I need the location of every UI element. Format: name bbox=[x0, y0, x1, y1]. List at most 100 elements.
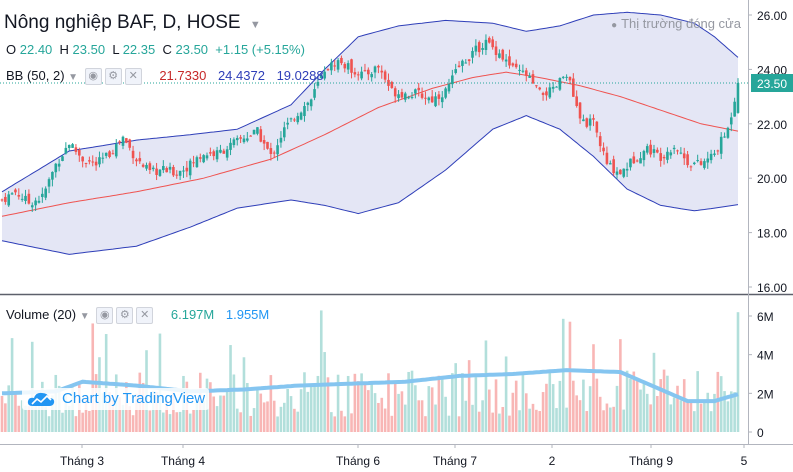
volume-tick-label: 2M bbox=[757, 387, 774, 401]
volume-bar bbox=[407, 371, 410, 432]
candle-body bbox=[383, 71, 387, 80]
candle-body bbox=[195, 157, 199, 168]
chevron-down-icon[interactable]: ▼ bbox=[249, 19, 261, 31]
candle-body bbox=[595, 121, 599, 133]
volume-bar bbox=[524, 393, 528, 432]
volume-bar bbox=[561, 318, 565, 432]
volume-bar bbox=[622, 409, 626, 432]
volume-bar bbox=[511, 392, 515, 432]
candle-body bbox=[511, 63, 515, 66]
candle-body bbox=[151, 167, 155, 170]
time-tick-label: 2 bbox=[549, 454, 556, 468]
candle-body bbox=[612, 159, 615, 174]
volume-bar bbox=[541, 392, 545, 432]
volume-bar bbox=[296, 411, 300, 432]
candle-body bbox=[541, 92, 545, 95]
candle-body bbox=[108, 151, 111, 158]
volume-bar bbox=[148, 410, 152, 432]
tradingview-watermark[interactable]: Chart by TradingView bbox=[22, 388, 210, 411]
volume-bar bbox=[64, 393, 68, 432]
candle-body bbox=[588, 118, 592, 126]
price-tick-label: 26.00 bbox=[757, 9, 787, 23]
volume-bar bbox=[713, 393, 716, 432]
volume-bar bbox=[242, 357, 246, 432]
candle-body bbox=[608, 163, 612, 165]
volume-bar bbox=[669, 404, 673, 432]
symbol-title[interactable]: Nông nghiệp BAF, D, HOSE ▼ bbox=[4, 12, 261, 34]
close-value: 23.50 bbox=[175, 42, 209, 57]
close-icon[interactable]: ✕ bbox=[124, 68, 142, 86]
chevron-down-icon[interactable]: ▼ bbox=[79, 311, 90, 322]
candle-body bbox=[27, 193, 31, 204]
eye-icon[interactable]: ◉ bbox=[84, 68, 102, 86]
volume-bar bbox=[343, 416, 347, 432]
volume-bar bbox=[642, 383, 646, 432]
volume-bar bbox=[491, 412, 494, 432]
volume-bar bbox=[538, 411, 542, 432]
candle-body bbox=[41, 193, 44, 198]
eye-icon[interactable]: ◉ bbox=[96, 307, 114, 325]
candle-body bbox=[104, 152, 108, 156]
volume-bar bbox=[108, 392, 111, 432]
candle-body bbox=[303, 106, 306, 117]
volume-bar bbox=[346, 375, 350, 432]
candle-body bbox=[410, 96, 414, 98]
volume-bar bbox=[209, 382, 212, 432]
volume-bar bbox=[380, 397, 384, 432]
volume-bar bbox=[319, 310, 323, 432]
volume-bar bbox=[656, 396, 659, 432]
candle-body bbox=[249, 135, 252, 137]
volume-bar bbox=[51, 395, 54, 432]
gear-icon[interactable]: ⚙ bbox=[116, 307, 134, 325]
candle-body bbox=[558, 78, 562, 90]
candle-body bbox=[444, 88, 447, 98]
volume-bar bbox=[575, 395, 578, 432]
candle-body bbox=[598, 136, 602, 147]
volume-bar bbox=[397, 393, 400, 432]
high-label: H bbox=[59, 42, 69, 57]
volume-bar bbox=[293, 408, 296, 432]
volume-bar bbox=[595, 378, 599, 432]
candle-body bbox=[521, 70, 525, 72]
volume-bar bbox=[578, 400, 582, 432]
volume-bar bbox=[451, 373, 454, 432]
low-value: 22.35 bbox=[122, 42, 156, 57]
candle-body bbox=[61, 156, 64, 161]
volume-bar bbox=[246, 383, 249, 432]
candle-body bbox=[706, 158, 710, 163]
volume-legend[interactable]: Volume (20) ▼ ◉ ⚙ ✕ 6.197M 1.955M bbox=[6, 307, 269, 325]
candle-body bbox=[135, 159, 138, 162]
volume-bar bbox=[414, 385, 417, 432]
candle-body bbox=[74, 147, 78, 152]
bb-legend[interactable]: BB (50, 2) ▼ ◉ ⚙ ✕ 21.7330 24.4372 19.0288 bbox=[6, 68, 324, 86]
volume-bar bbox=[279, 406, 283, 432]
gear-icon[interactable]: ⚙ bbox=[104, 68, 122, 86]
price-tick-label: 20.00 bbox=[757, 172, 787, 186]
candle-body bbox=[390, 82, 394, 88]
volume-bar bbox=[582, 379, 585, 432]
volume-bar bbox=[283, 402, 286, 432]
candle-body bbox=[582, 119, 585, 122]
candle-body bbox=[585, 118, 589, 127]
volume-bar bbox=[158, 333, 162, 432]
candle-body bbox=[625, 168, 629, 171]
cloud-chart-icon bbox=[27, 392, 55, 407]
candle-body bbox=[356, 74, 360, 76]
candle-body bbox=[299, 112, 303, 120]
chevron-down-icon[interactable]: ▼ bbox=[68, 72, 79, 83]
candle-body bbox=[424, 97, 427, 99]
candle-body bbox=[81, 156, 84, 162]
volume-bar bbox=[619, 339, 622, 432]
volume-bar bbox=[131, 415, 135, 432]
close-icon[interactable]: ✕ bbox=[136, 307, 154, 325]
candle-body bbox=[219, 149, 222, 153]
candle-body bbox=[461, 60, 464, 66]
open-label: O bbox=[6, 42, 17, 57]
volume-bar bbox=[286, 388, 289, 432]
candle-body bbox=[98, 157, 101, 165]
volume-bar bbox=[555, 408, 558, 432]
volume-bar bbox=[430, 387, 434, 432]
volume-bar bbox=[484, 340, 488, 432]
candle-body bbox=[279, 137, 283, 143]
volume-bar bbox=[239, 412, 242, 432]
